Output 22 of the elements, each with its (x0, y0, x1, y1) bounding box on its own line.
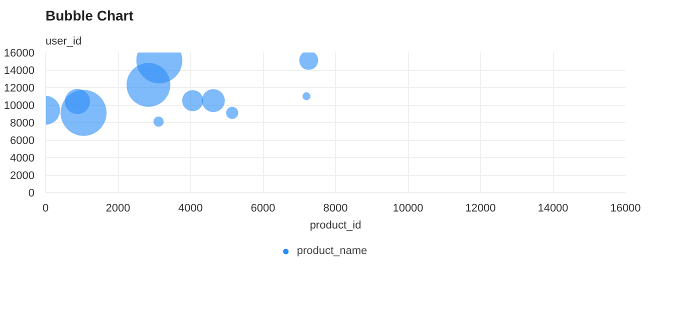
y-tick-label: 2000 (10, 170, 35, 182)
x-tick-label: 6000 (250, 202, 276, 214)
x-tick-label: 14000 (538, 202, 568, 214)
y-tick-label: 12000 (4, 82, 35, 94)
x-tick-label: 0 (42, 202, 49, 214)
y-tick-label: 4000 (10, 152, 35, 164)
x-tick-label: 10000 (392, 202, 424, 214)
y-tick-label: 10000 (4, 100, 35, 112)
y-tick-label: 14000 (4, 65, 35, 77)
x-tick-label: 16000 (610, 202, 641, 214)
x-tick-label: 4000 (178, 202, 203, 214)
y-tick-label: 16000 (4, 48, 35, 60)
chart-title: Bubble Chart (46, 8, 134, 24)
legend-label: product_name (296, 245, 368, 257)
x-tick-label: 2000 (106, 202, 130, 214)
x-tick-label: 8000 (323, 202, 348, 214)
x-tick-label: 12000 (465, 202, 496, 214)
y-tick-label: 8000 (10, 118, 35, 130)
y-axis-title: user_id (46, 36, 82, 48)
y-tick-label: 0 (28, 188, 35, 200)
x-axis-title: product_id (310, 220, 362, 232)
y-tick-label: 6000 (10, 135, 35, 147)
